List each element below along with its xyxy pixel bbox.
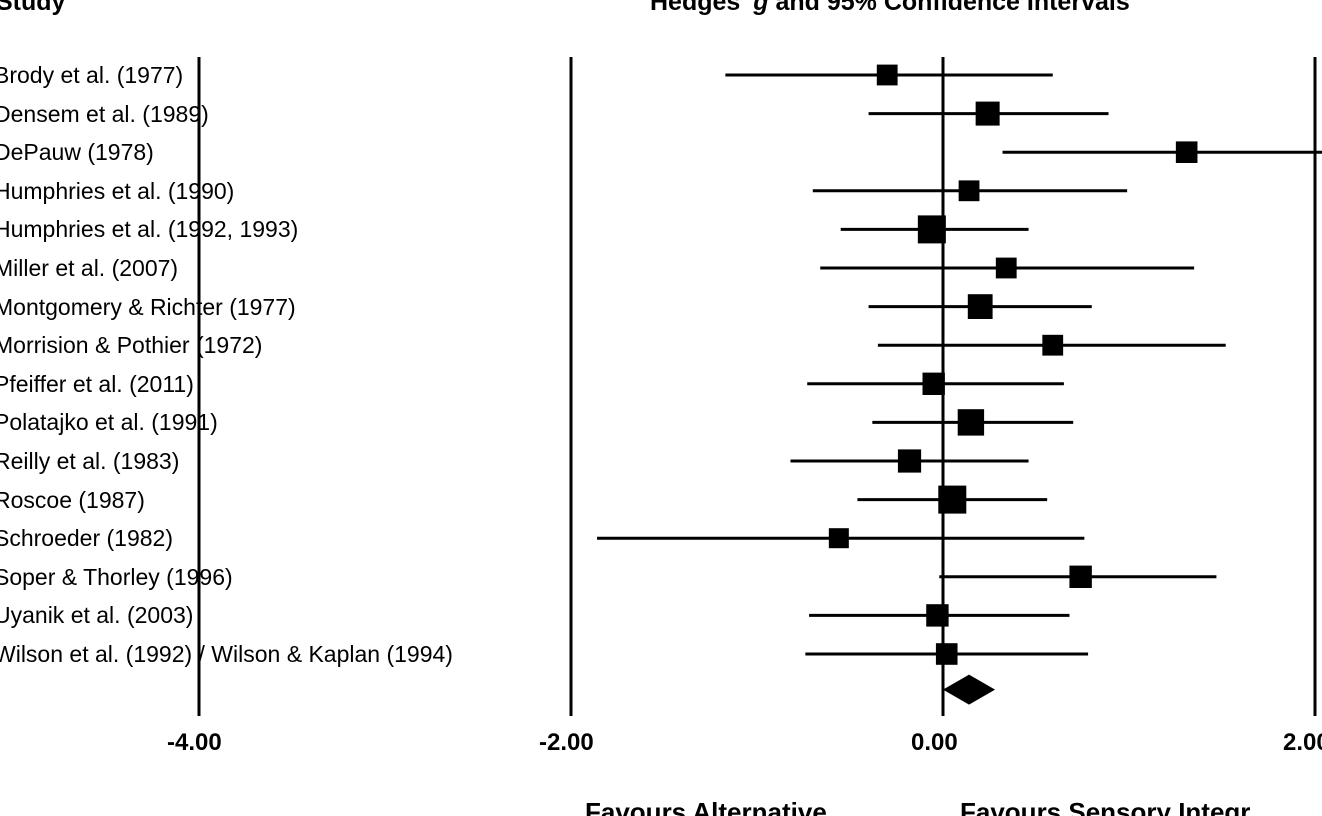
study-label: Humphries et al. (1990) <box>0 177 235 204</box>
study-label: Schroeder (1982) <box>0 525 173 552</box>
effect-size-square <box>975 101 1000 126</box>
favours-alternative-label: Favours Alternative <box>585 797 827 816</box>
plot-title-g: g <box>753 0 769 16</box>
study-column-header: Study <box>0 0 66 16</box>
effect-size-square <box>926 604 949 627</box>
study-label: Roscoe (1987) <box>0 486 145 513</box>
study-label: Uyanik et al. (2003) <box>0 602 194 629</box>
effect-size-square <box>828 528 849 549</box>
study-label: DePauw (1978) <box>0 139 154 166</box>
summary-effect-diamond <box>943 674 996 705</box>
study-label: Montgomery & Richter (1977) <box>0 293 296 320</box>
effect-size-square <box>958 180 980 202</box>
effect-size-square <box>897 449 922 473</box>
effect-size-square <box>995 257 1017 279</box>
x-tick-label: 0.00 <box>911 729 958 756</box>
study-label: Polatajko et al. (1991) <box>0 409 218 436</box>
study-label: Soper & Thorley (1996) <box>0 563 233 590</box>
effect-size-square <box>935 643 958 665</box>
effect-size-square <box>1042 334 1064 356</box>
study-label: Reilly et al. (1983) <box>0 448 180 474</box>
effect-size-square <box>1069 565 1092 588</box>
x-tick-label: 2.00 <box>1283 729 1322 756</box>
plot-title-prefix: Hedges' <box>650 0 747 16</box>
study-label: Brody et al. (1977) <box>0 62 184 88</box>
study-label: Densem et al. (1989) <box>0 100 209 127</box>
effect-size-square <box>922 372 945 395</box>
study-label: Miller et al. (2007) <box>0 255 179 281</box>
study-label: Humphries et al. (1992, 1993) <box>0 216 299 243</box>
effect-size-square <box>967 294 993 319</box>
x-tick-label: -4.00 <box>167 729 222 756</box>
effect-size-square <box>876 64 898 86</box>
effect-size-square <box>917 215 946 244</box>
plot-title: Hedges' g and 95% Confidence Intervals <box>650 0 1130 17</box>
favours-sensory-integration-label: Favours Sensory Integr <box>960 797 1251 816</box>
x-tick-label: -2.00 <box>539 729 594 756</box>
plot-title-suffix: and 95% Confidence Intervals <box>775 0 1130 16</box>
study-label: Pfeiffer et al. (2011) <box>0 370 194 397</box>
effect-size-square <box>1175 141 1198 163</box>
effect-size-square <box>938 485 967 514</box>
study-label: Wilson et al. (1992) / Wilson & Kaplan (… <box>0 641 453 667</box>
study-label: Morrision & Pothier (1972) <box>0 332 263 359</box>
effect-size-square <box>957 409 985 436</box>
